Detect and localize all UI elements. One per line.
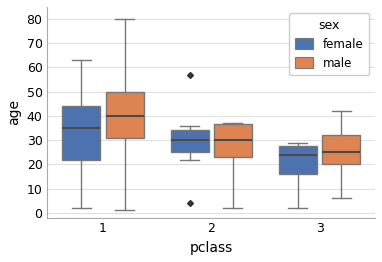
PathPatch shape [171,130,209,152]
PathPatch shape [279,146,317,174]
Y-axis label: age: age [7,99,21,125]
PathPatch shape [322,135,360,164]
Legend: female, male: female, male [290,13,369,75]
PathPatch shape [105,92,144,138]
PathPatch shape [62,106,100,160]
X-axis label: pclass: pclass [189,241,233,255]
PathPatch shape [214,124,252,157]
